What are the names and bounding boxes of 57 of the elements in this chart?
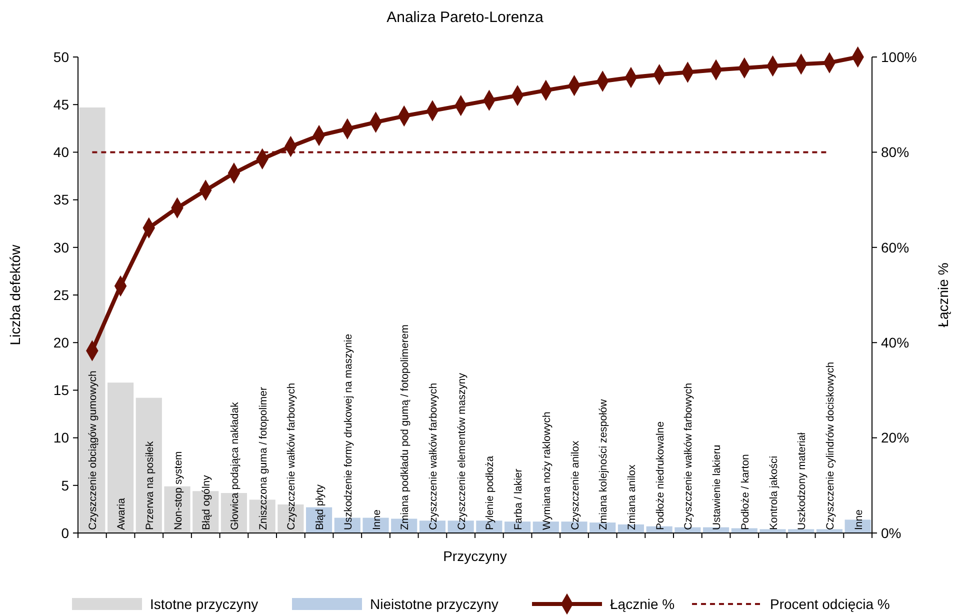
y2-tick-label: 40% (881, 334, 910, 350)
y2-axis-title: Łącznie % (935, 262, 951, 328)
y2-tick-label: 80% (881, 144, 910, 160)
x-tick-label: Zmiana kolejności zespołów (598, 398, 610, 530)
x-tick-label: Ustawienie lakieru (711, 444, 724, 530)
x-tick-label: Czyszczenie wałków farbowych (682, 382, 695, 530)
y-tick-label: 45 (53, 96, 70, 112)
x-tick-label: Wymiana noży raklowych (540, 411, 553, 530)
x-tick-label: Pylenie podłoża (484, 456, 496, 530)
x-tick-label: Czyszczenie wałków farbowych (427, 382, 440, 530)
legend-label: Procent odcięcia % (770, 596, 890, 612)
y-tick-label: 30 (53, 239, 70, 256)
bar (760, 529, 786, 533)
bar (136, 398, 162, 533)
x-tick-label: Farba / lakier (512, 468, 525, 530)
x-tick-label: Zmiana podkładu pod gumą / fotopolimerem (399, 324, 412, 530)
y2-tick-label: 0% (881, 524, 902, 541)
x-tick-label: Kontrola jakości (768, 456, 780, 530)
chart-title: Analiza Pareto-Lorenza (386, 9, 544, 26)
y2-tick-label: 20% (881, 430, 910, 446)
y-tick-label: 15 (53, 382, 70, 398)
x-axis-title: Przyczyny (443, 548, 507, 564)
y2-tick-label: 60% (881, 239, 910, 256)
y-tick-label: 5 (61, 477, 70, 494)
x-tick-label: Czyszczenie cylindrów dociskowych (824, 362, 836, 530)
x-tick-label: Non-stop system (172, 450, 184, 530)
x-tick-label: Czyszczenie obciągów gumowych (87, 370, 100, 530)
y-tick-label: 40 (53, 144, 70, 160)
legend-label: Nieistotne przyczyny (370, 596, 498, 612)
x-tick-label: Uszkodzenie formy drukowej na maszynie (342, 334, 354, 530)
x-tick-label: Zmiana anilox (626, 464, 638, 530)
bar (79, 107, 106, 533)
y-tick-label: 50 (53, 48, 70, 65)
x-tick-label: Podłoże / karton (739, 454, 752, 530)
x-tick-label: Głowica podająca nakładak (228, 401, 241, 530)
x-tick-label: Błąd ogólny (200, 474, 213, 530)
x-tick-label: Zniszczona guma / fotopolimer (257, 386, 270, 530)
y-tick-label: 0 (61, 524, 70, 541)
x-tick-label: Czyszczenie elementów maszyny (456, 372, 468, 530)
x-tick-label: Czyszczenie anilox (569, 440, 582, 530)
y-axis-title: Liczba defektów (7, 244, 23, 346)
x-tick-label: Czyszczenie wałków farbowych (286, 382, 298, 530)
y2-tick-label: 100% (881, 48, 917, 65)
x-tick-label: Błąd płyty (314, 484, 326, 530)
legend-label: Łącznie % (610, 596, 675, 612)
legend-label: Istotne przyczyny (150, 596, 258, 612)
x-tick-label: Inne (370, 509, 383, 530)
y-tick-label: 25 (53, 286, 70, 303)
x-tick-label: Inne (852, 509, 865, 530)
x-tick-label: Przerwa na posiłek (144, 440, 156, 530)
x-tick-label: Uszkodzony materiał (796, 432, 808, 530)
x-tick-label: Awaria (116, 498, 128, 530)
bar (107, 382, 134, 533)
x-tick-label: Podłoże niedrukowalne (654, 421, 666, 530)
y-tick-label: 20 (53, 334, 70, 350)
y-tick-label: 10 (53, 430, 70, 446)
y-tick-label: 35 (53, 192, 70, 208)
